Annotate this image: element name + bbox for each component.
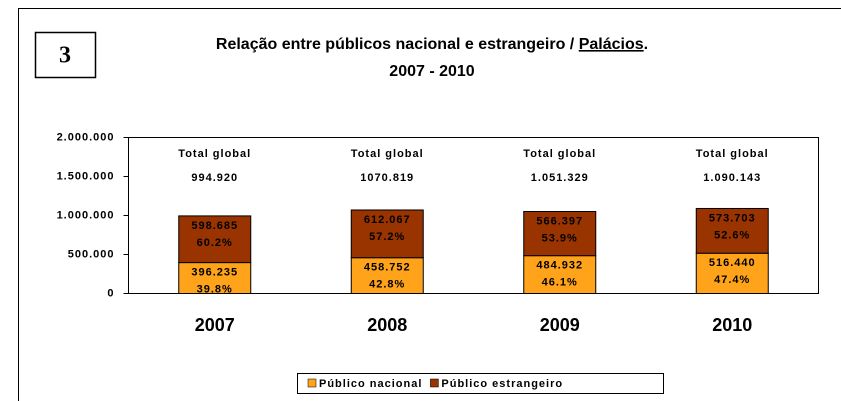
y-tick-label: 1.500.000 xyxy=(57,170,115,182)
value-label: 598.685 xyxy=(191,220,238,232)
total-caption: Total global xyxy=(178,148,251,160)
total-caption: Total global xyxy=(696,148,769,160)
total-caption: Total global xyxy=(351,148,424,160)
title-part: Palácios xyxy=(579,36,644,53)
legend-swatch xyxy=(430,378,439,388)
bar-segment xyxy=(178,215,252,264)
percent-label: 46.1% xyxy=(542,277,578,289)
x-tick-label: 2009 xyxy=(540,315,580,335)
percent-label: 47.4% xyxy=(714,274,750,286)
percent-label: 52.6% xyxy=(714,229,750,241)
legend-label: Público estrangeiro xyxy=(441,378,563,390)
badge-box xyxy=(34,31,97,79)
value-label: 612.067 xyxy=(364,214,411,226)
legend-label: Público nacional xyxy=(319,378,422,390)
bar-segment xyxy=(523,210,597,257)
total-label: 1.051.329 xyxy=(531,172,589,184)
title-part: Relação entre públicos nacional e estran… xyxy=(216,36,579,53)
chart-subtitle: 2007 - 2010 xyxy=(389,63,475,80)
y-tick-label: 500.000 xyxy=(68,248,115,260)
badge: 3 xyxy=(59,43,71,69)
legend-swatch xyxy=(307,378,317,388)
total-label: 1.090.143 xyxy=(703,172,761,184)
bar-segment xyxy=(695,207,769,254)
bar-segment xyxy=(523,255,597,295)
total-label: 994.920 xyxy=(191,172,238,184)
chart-title: Relação entre públicos nacional e estran… xyxy=(216,36,648,53)
legend-box xyxy=(297,373,664,394)
value-label: 573.703 xyxy=(709,212,756,224)
title-part: . xyxy=(644,36,648,53)
bar-segment xyxy=(695,252,769,294)
percent-label: 60.2% xyxy=(197,237,233,249)
x-tick-label: 2008 xyxy=(367,315,407,335)
x-tick-label: 2007 xyxy=(195,315,235,335)
value-label: 458.752 xyxy=(364,262,411,274)
total-caption: Total global xyxy=(523,148,596,160)
y-tick-label: 2.000.000 xyxy=(57,131,115,143)
percent-label: 57.2% xyxy=(369,231,405,243)
bar-segment xyxy=(350,257,424,295)
value-label: 396.235 xyxy=(191,266,238,278)
value-label: 516.440 xyxy=(709,257,756,269)
value-label: 484.932 xyxy=(536,260,583,272)
percent-label: 42.8% xyxy=(369,279,405,291)
bar-segment xyxy=(350,209,424,259)
y-tick-label: 0 xyxy=(107,287,114,299)
value-label: 566.397 xyxy=(536,215,583,227)
total-label: 1070.819 xyxy=(360,172,414,184)
percent-label: 39.8% xyxy=(197,283,233,295)
percent-label: 53.9% xyxy=(542,232,578,244)
y-tick-label: 1.000.000 xyxy=(57,209,115,221)
x-tick-label: 2010 xyxy=(712,315,752,335)
